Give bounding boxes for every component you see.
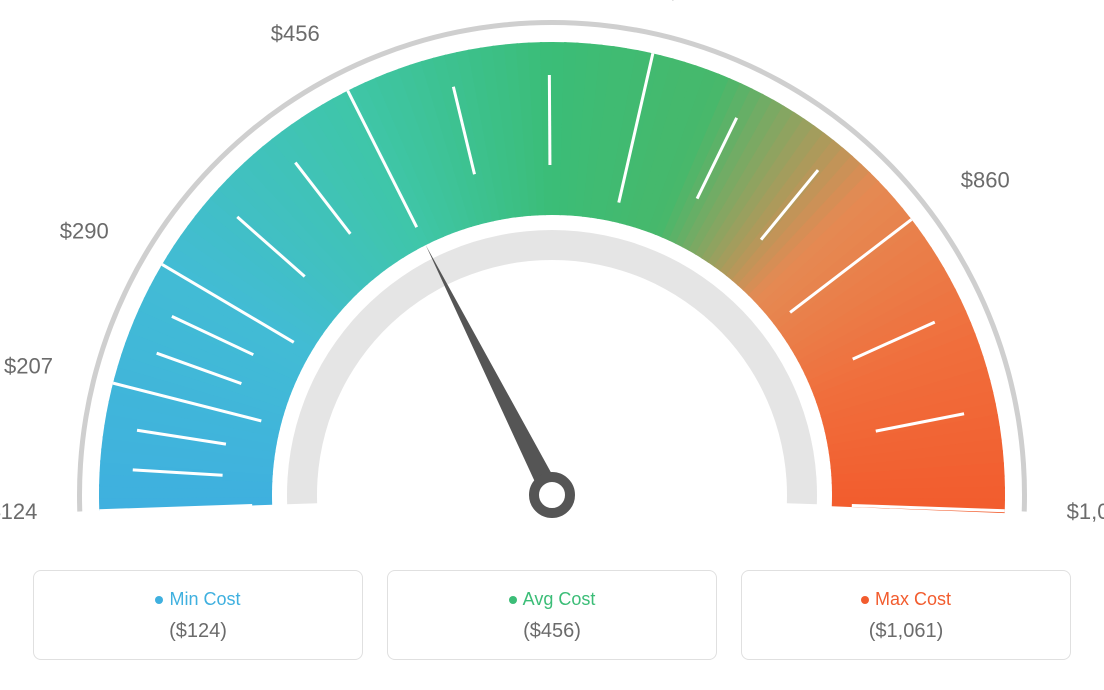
gauge-container: $124 $207 $290 $456 $658 $860 $1,061 xyxy=(0,0,1104,560)
gauge-tick-label: $860 xyxy=(961,168,1010,193)
legend-title-avg: Avg Cost xyxy=(408,589,696,610)
gauge-tick-label: $658 xyxy=(667,0,716,4)
legend-value-avg: ($456) xyxy=(408,620,696,643)
gauge-tick-label: $290 xyxy=(60,219,109,244)
legend-value-max: ($1,061) xyxy=(762,620,1050,643)
legend-card-avg: Avg Cost ($456) xyxy=(387,570,717,660)
legend-label-avg: Avg Cost xyxy=(523,589,596,609)
gauge-tick-label: $124 xyxy=(0,499,37,524)
legend-title-max: Max Cost xyxy=(762,589,1050,610)
cost-gauge: $124 $207 $290 $456 $658 $860 $1,061 xyxy=(0,0,1104,560)
dot-icon-min xyxy=(155,596,163,604)
legend-card-min: Min Cost ($124) xyxy=(33,570,363,660)
gauge-color-arc xyxy=(99,42,1005,513)
legend-label-min: Min Cost xyxy=(169,589,240,609)
gauge-tick-label: $207 xyxy=(4,354,53,379)
dot-icon-max xyxy=(861,596,869,604)
gauge-needle xyxy=(426,245,570,513)
gauge-tick-label: $1,061 xyxy=(1067,499,1104,524)
legend-card-max: Max Cost ($1,061) xyxy=(741,570,1071,660)
gauge-tick-label: $456 xyxy=(271,21,320,46)
legend-row: Min Cost ($124) Avg Cost ($456) Max Cost… xyxy=(0,570,1104,660)
legend-label-max: Max Cost xyxy=(875,589,951,609)
dot-icon-avg xyxy=(509,596,517,604)
legend-value-min: ($124) xyxy=(54,620,342,643)
legend-title-min: Min Cost xyxy=(54,589,342,610)
